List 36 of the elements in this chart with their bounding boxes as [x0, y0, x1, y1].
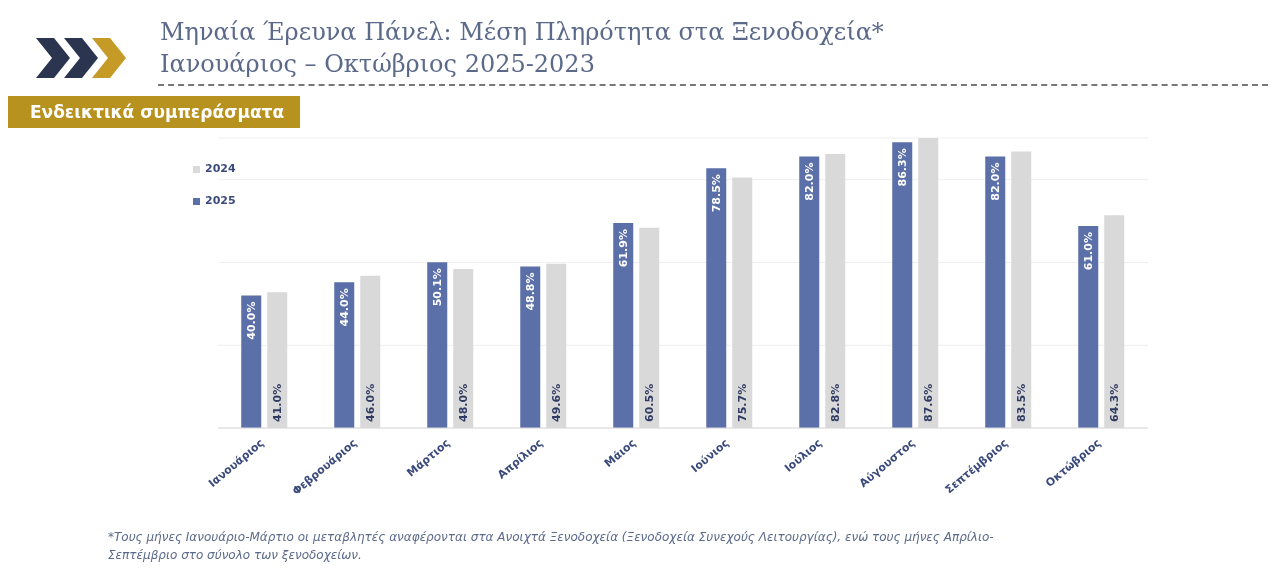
- bar: [706, 168, 727, 428]
- data-label: 61.9%: [616, 229, 630, 268]
- bar: [427, 262, 448, 428]
- legend-label: 2025: [204, 193, 236, 209]
- data-label: 40.0%: [244, 301, 258, 340]
- data-label: 82.0%: [988, 162, 1002, 201]
- bar: [985, 156, 1006, 428]
- bar: [799, 156, 820, 428]
- data-label: 75.7%: [735, 383, 749, 422]
- bar: [1078, 226, 1099, 428]
- bar: [520, 266, 541, 428]
- data-label: 48.0%: [456, 383, 470, 422]
- bar: [241, 295, 262, 428]
- data-label: 87.6%: [921, 383, 935, 422]
- text: Ενδεικτικά συμπεράσματα: [8, 96, 301, 128]
- data-label: 41.0%: [270, 383, 284, 422]
- data-label: 83.5%: [1014, 383, 1028, 422]
- legend-label: 2024: [204, 161, 236, 177]
- chart-subtitle: Ιανουάριος – Οκτώβριος 2025-2023: [160, 49, 596, 80]
- data-label: 46.0%: [363, 383, 377, 422]
- data-label: 86.3%: [895, 148, 909, 187]
- data-label: 82.8%: [828, 383, 842, 422]
- data-label: 61.0%: [1081, 232, 1095, 271]
- bar: [334, 282, 355, 428]
- data-label: 50.1%: [430, 268, 444, 307]
- chart-title: Μηναία Έρευνα Πάνελ: Μέση Πληρότητα στα Ξενοδοχεία*: [160, 17, 884, 48]
- bar: [613, 223, 634, 428]
- data-label: 48.8%: [523, 272, 537, 311]
- data-label: 44.0%: [337, 288, 351, 327]
- data-label: 60.5%: [642, 383, 656, 422]
- bar: [892, 142, 913, 428]
- data-label: 49.6%: [549, 383, 563, 422]
- data-label: 82.0%: [802, 162, 816, 201]
- data-label: 64.3%: [1107, 383, 1121, 422]
- data-label: 78.5%: [709, 174, 723, 213]
- text: *Τους μήνες Ιανουάριο-Μάρτιο οι μεταβλητές αναφέρονται στα Ανοιχτά Ξενοδοχεία (Ξενοδοχεία Συνεχούς Λειτουργίας), ενώ τους μήνες Απρίλιο- Σεπτέμβριο στο σύνολο των ξενοδοχείων.: [108, 529, 995, 564]
